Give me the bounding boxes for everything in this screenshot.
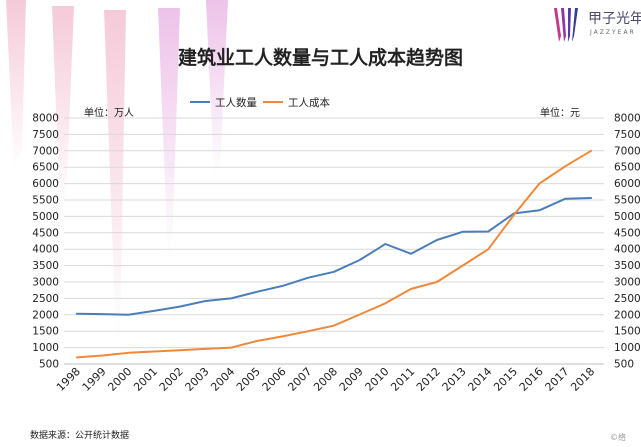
series-line-1 (75, 197, 593, 316)
y-tick-label-right: 4000 (614, 244, 641, 256)
y-tick-label-right: 5500 (614, 195, 641, 207)
y-tick-label-left: 2000 (32, 309, 59, 321)
y-tick-label-left: 3000 (32, 277, 59, 289)
legend-label-1: 工人数量 (215, 96, 257, 109)
y-tick-label-left: 4500 (32, 227, 59, 239)
x-tick-label: 1999 (80, 365, 109, 394)
brand-logo-icon (554, 8, 578, 42)
y-tick-label-right: 3500 (614, 260, 641, 272)
right-axis-unit: 单位：元 (540, 108, 580, 119)
x-tick-label: 2006 (260, 365, 289, 394)
x-tick-label: 2013 (440, 365, 469, 394)
y-tick-label-right: 8000 (614, 113, 641, 125)
y-tick-label-left: 3500 (32, 260, 59, 272)
y-tick-label-right: 4500 (614, 227, 641, 239)
decor-shape (52, 6, 74, 210)
y-tick-label-right: 2500 (614, 293, 641, 305)
x-tick-label: 2008 (311, 365, 340, 394)
y-tick-label-left: 6000 (32, 178, 59, 190)
x-tick-label: 2000 (105, 365, 134, 394)
y-tick-label-left: 8000 (32, 113, 59, 125)
x-tick-label: 2012 (414, 365, 443, 394)
x-tick-label: 2017 (543, 365, 572, 394)
y-tick-label-left: 500 (39, 359, 59, 371)
x-tick-label: 2009 (337, 365, 366, 394)
y-tick-label-right: 7500 (614, 129, 641, 141)
x-tick-label: 2014 (465, 365, 494, 394)
y-tick-label-right: 3000 (614, 277, 641, 289)
y-tick-label-left: 6500 (32, 162, 59, 174)
x-tick-label: 2002 (157, 365, 186, 394)
x-tick-label: 2004 (208, 365, 237, 394)
y-tick-label-left: 4000 (32, 244, 59, 256)
source-note: 数据来源：公开统计数据 (30, 431, 130, 441)
x-tick-label: 2005 (234, 365, 263, 394)
y-tick-label-left: 5500 (32, 195, 59, 207)
x-tick-label: 2001 (131, 365, 160, 394)
series-line-2 (75, 149, 593, 359)
y-tick-label-left: 1000 (32, 342, 59, 354)
left-axis-unit: 单位：万人 (84, 108, 134, 119)
y-tick-label-right: 1000 (614, 342, 641, 354)
y-tick-label-left: 7000 (32, 145, 59, 157)
decor-shape (104, 10, 126, 340)
decor-shape (206, 0, 228, 175)
brand-subtitle: JAZZYEAR (590, 29, 636, 36)
x-tick-label: 2010 (363, 365, 392, 394)
y-tick-label-right: 7000 (614, 145, 641, 157)
y-tick-label-left: 5000 (32, 211, 59, 223)
y-tick-label-right: 2000 (614, 309, 641, 321)
decor-shape (6, 0, 26, 170)
brand-name: 甲子光年 (588, 11, 641, 27)
y-tick-label-right: 6500 (614, 162, 641, 174)
y-tick-label-right: 500 (614, 359, 634, 371)
y-tick-label-left: 2500 (32, 293, 59, 305)
y-tick-label-right: 1500 (614, 326, 641, 338)
x-tick-label: 2007 (285, 365, 314, 394)
watermark: ©络 (610, 433, 626, 442)
x-tick-label: 2015 (491, 365, 520, 394)
x-tick-label: 2016 (517, 365, 546, 394)
chart-title: 建筑业工人数量与工人成本趋势图 (177, 47, 463, 69)
decor-shape (158, 8, 180, 258)
y-tick-label-right: 5000 (614, 211, 641, 223)
y-tick-label-right: 6000 (614, 178, 641, 190)
x-tick-label: 2011 (388, 365, 417, 394)
x-tick-label: 2003 (183, 365, 212, 394)
x-tick-label: 2018 (568, 365, 597, 394)
legend-label-2: 工人成本 (288, 96, 330, 109)
y-tick-label-left: 7500 (32, 129, 59, 141)
y-tick-label-left: 1500 (32, 326, 59, 338)
